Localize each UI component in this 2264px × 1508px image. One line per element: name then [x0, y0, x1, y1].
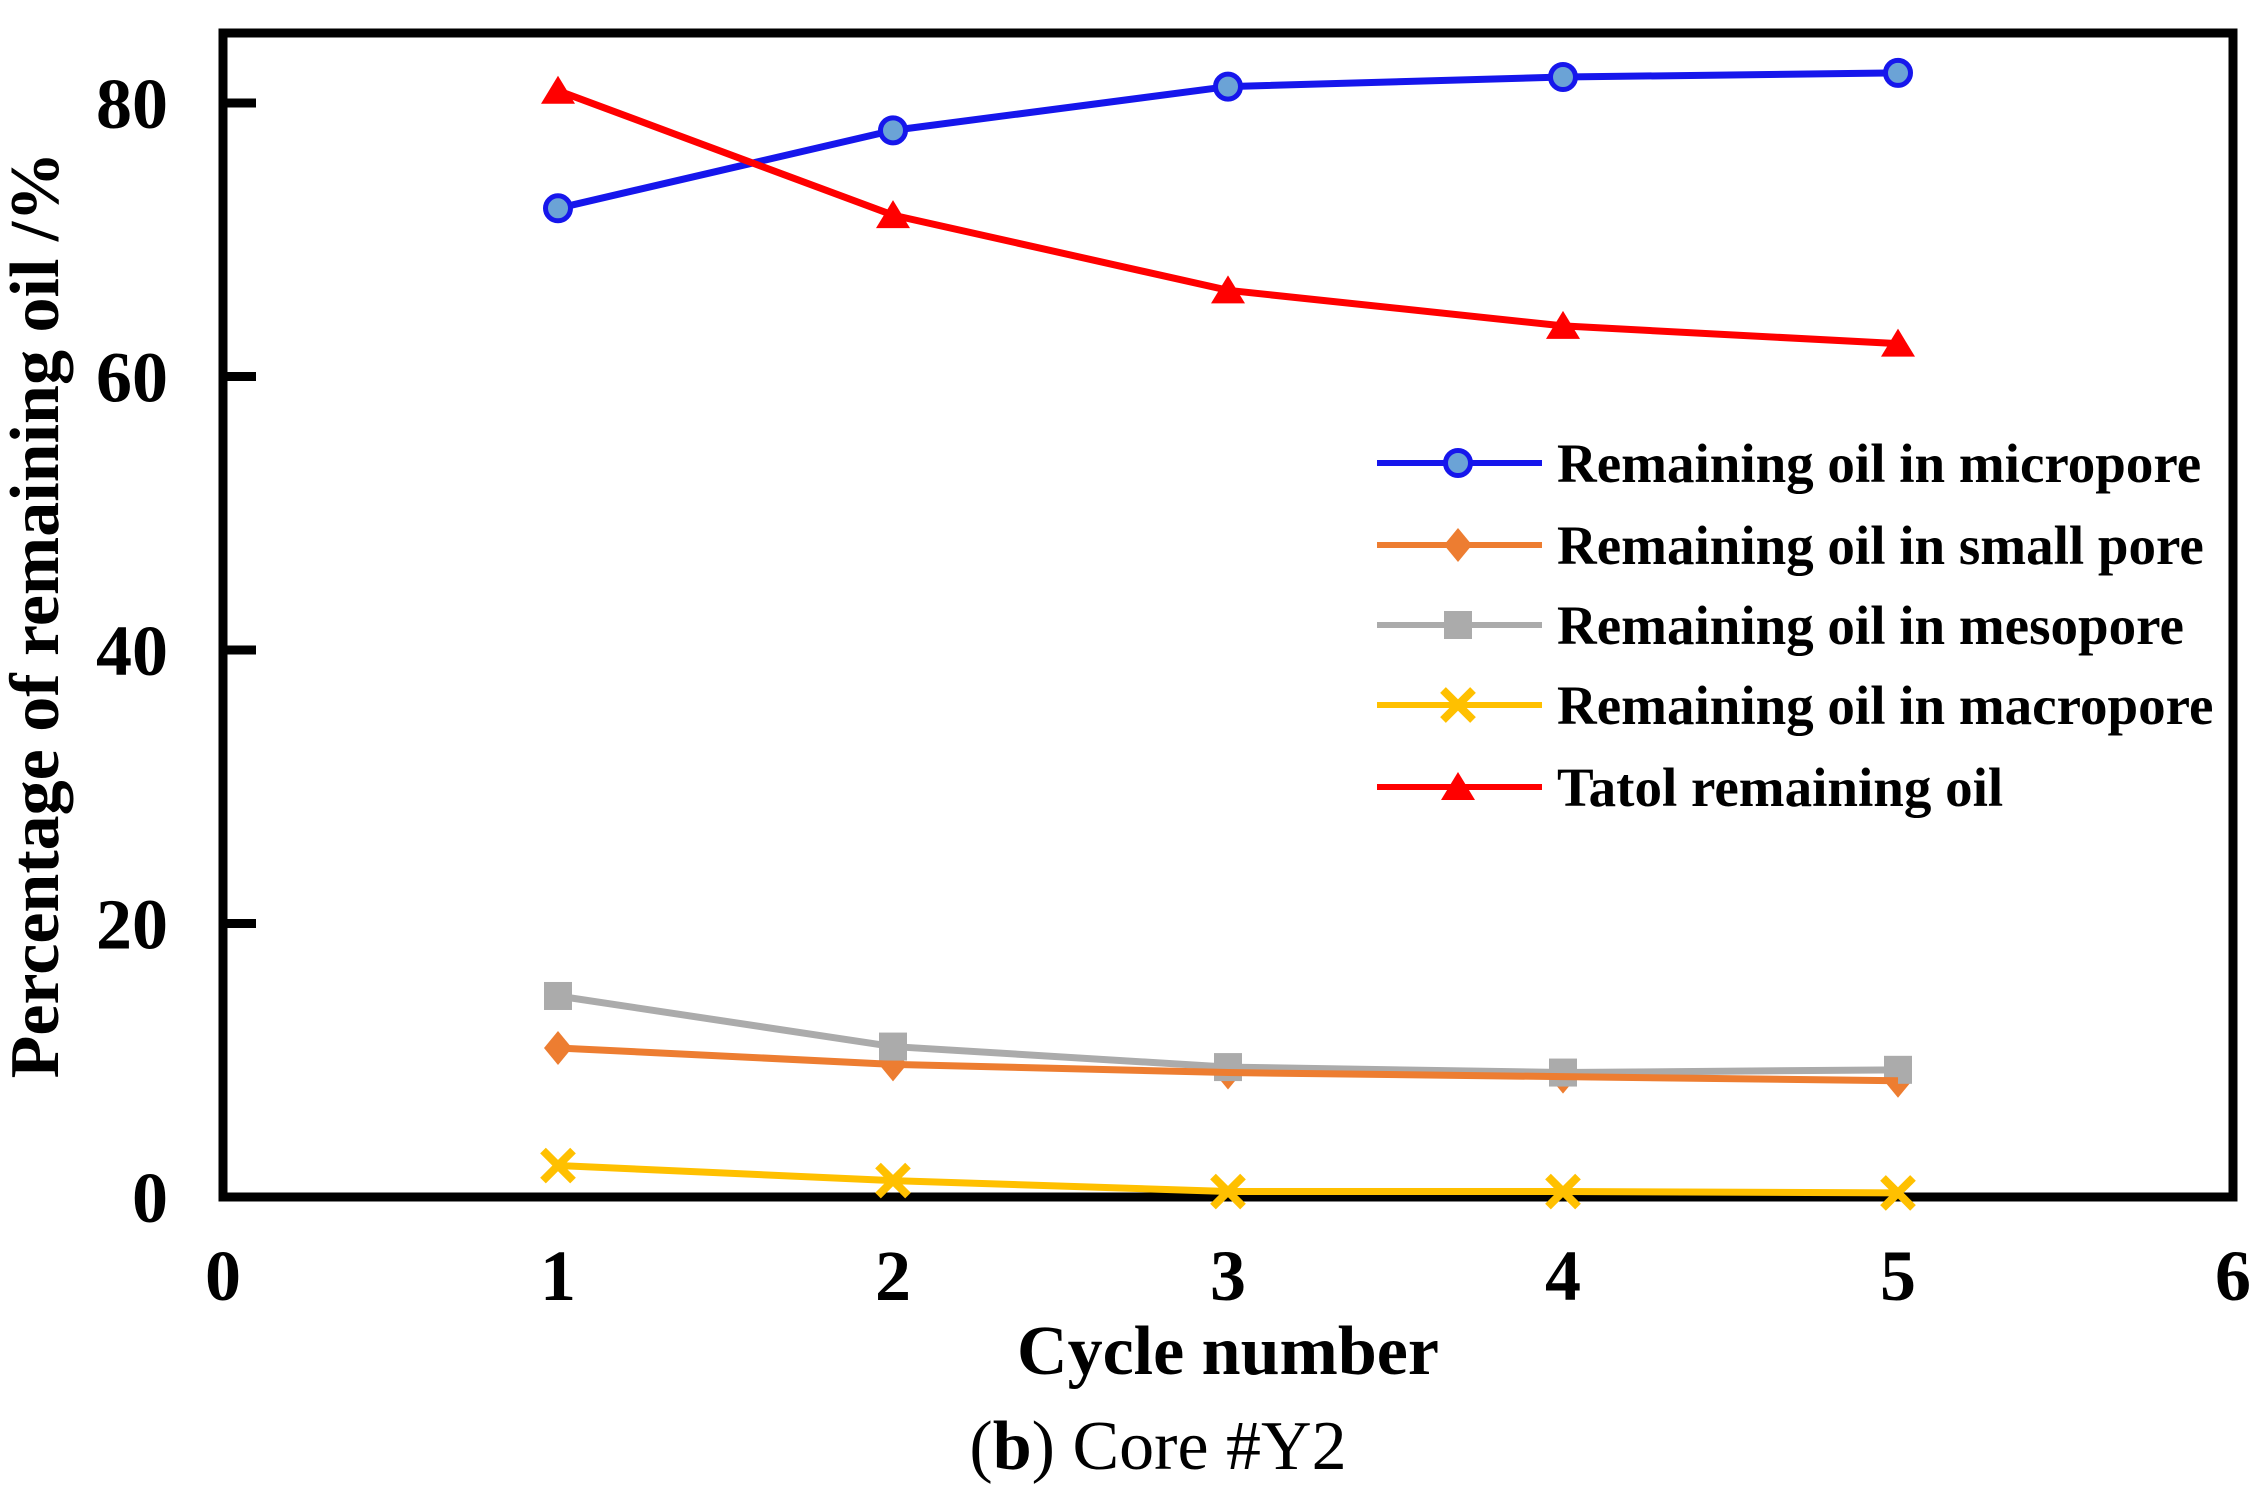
caption-paren-open: (: [969, 1408, 992, 1485]
x-tick-label: 6: [2215, 1236, 2251, 1316]
series-line-4: [556, 87, 1899, 348]
circle-marker: [1548, 62, 1578, 93]
x-tick-label: 1: [540, 1236, 576, 1316]
legend-item: Remaining oil in macropore: [1377, 675, 2213, 736]
caption-rest: ) Core #Y2: [1032, 1408, 1347, 1485]
x-axis-title: Cycle number: [1017, 1313, 1439, 1390]
legend-label: Tatol remaining oil: [1557, 757, 2003, 818]
y-tick-label: 80: [96, 64, 168, 144]
triangle-marker: [1441, 772, 1475, 800]
legend-label: Remaining oil in macropore: [1557, 675, 2213, 736]
y-tick-label: 0: [132, 1158, 168, 1238]
square-marker: [544, 981, 572, 1010]
diamond-marker: [1444, 528, 1472, 562]
caption-letter: b: [993, 1408, 1032, 1485]
triangle-marker: [1546, 310, 1580, 339]
square-marker: [1444, 611, 1472, 639]
x-marker: [1210, 1173, 1246, 1210]
square-marker: [879, 1032, 907, 1061]
triangle-marker: [876, 200, 910, 229]
y-tick-label: 20: [96, 885, 168, 965]
x-tick-label: 5: [1880, 1236, 1916, 1316]
square-marker: [1549, 1058, 1577, 1087]
circle-marker: [1443, 448, 1473, 478]
legend-item: Remaining oil in mesopore: [1377, 595, 2184, 656]
circle-marker: [1883, 57, 1913, 88]
legend-label: Remaining oil in small pore: [1557, 515, 2204, 576]
x-tick-label: 3: [1210, 1236, 1246, 1316]
x-marker: [1880, 1175, 1916, 1211]
x-marker: [540, 1147, 576, 1184]
legend-label: Remaining oil in mesopore: [1557, 595, 2184, 656]
plot-area: 0 20 40 60 80 0 1 2 3 4 5 6 Remaining oil in micropo…: [96, 28, 2251, 1316]
legend-label: Remaining oil in micropore: [1557, 433, 2201, 494]
x-tick-label: 4: [1545, 1236, 1581, 1316]
triangle-marker: [1211, 275, 1245, 304]
circle-marker: [878, 115, 908, 146]
y-axis-title: Percentage of remaining oil /%: [0, 152, 74, 1079]
x-tick-label: 2: [875, 1236, 911, 1316]
legend-item: Remaining oil in small pore: [1377, 515, 2204, 576]
series-line-1: [557, 1044, 1899, 1085]
figure-caption: (b) Core #Y2: [969, 1408, 1346, 1485]
triangle-marker: [1881, 328, 1915, 357]
x-marker: [1545, 1173, 1581, 1210]
legend-item: Tatol remaining oil: [1377, 757, 2003, 818]
y-tick-label: 60: [96, 338, 168, 418]
x-marker: [1440, 687, 1476, 723]
y-tick-label: 40: [96, 611, 168, 691]
square-marker: [1214, 1053, 1242, 1082]
x-marker: [875, 1162, 911, 1199]
x-tick-label: 0: [205, 1236, 241, 1316]
legend-item: Remaining oil in micropore: [1377, 433, 2201, 494]
circle-marker: [1213, 71, 1243, 102]
triangle-marker: [541, 75, 575, 104]
circle-marker: [543, 193, 573, 224]
